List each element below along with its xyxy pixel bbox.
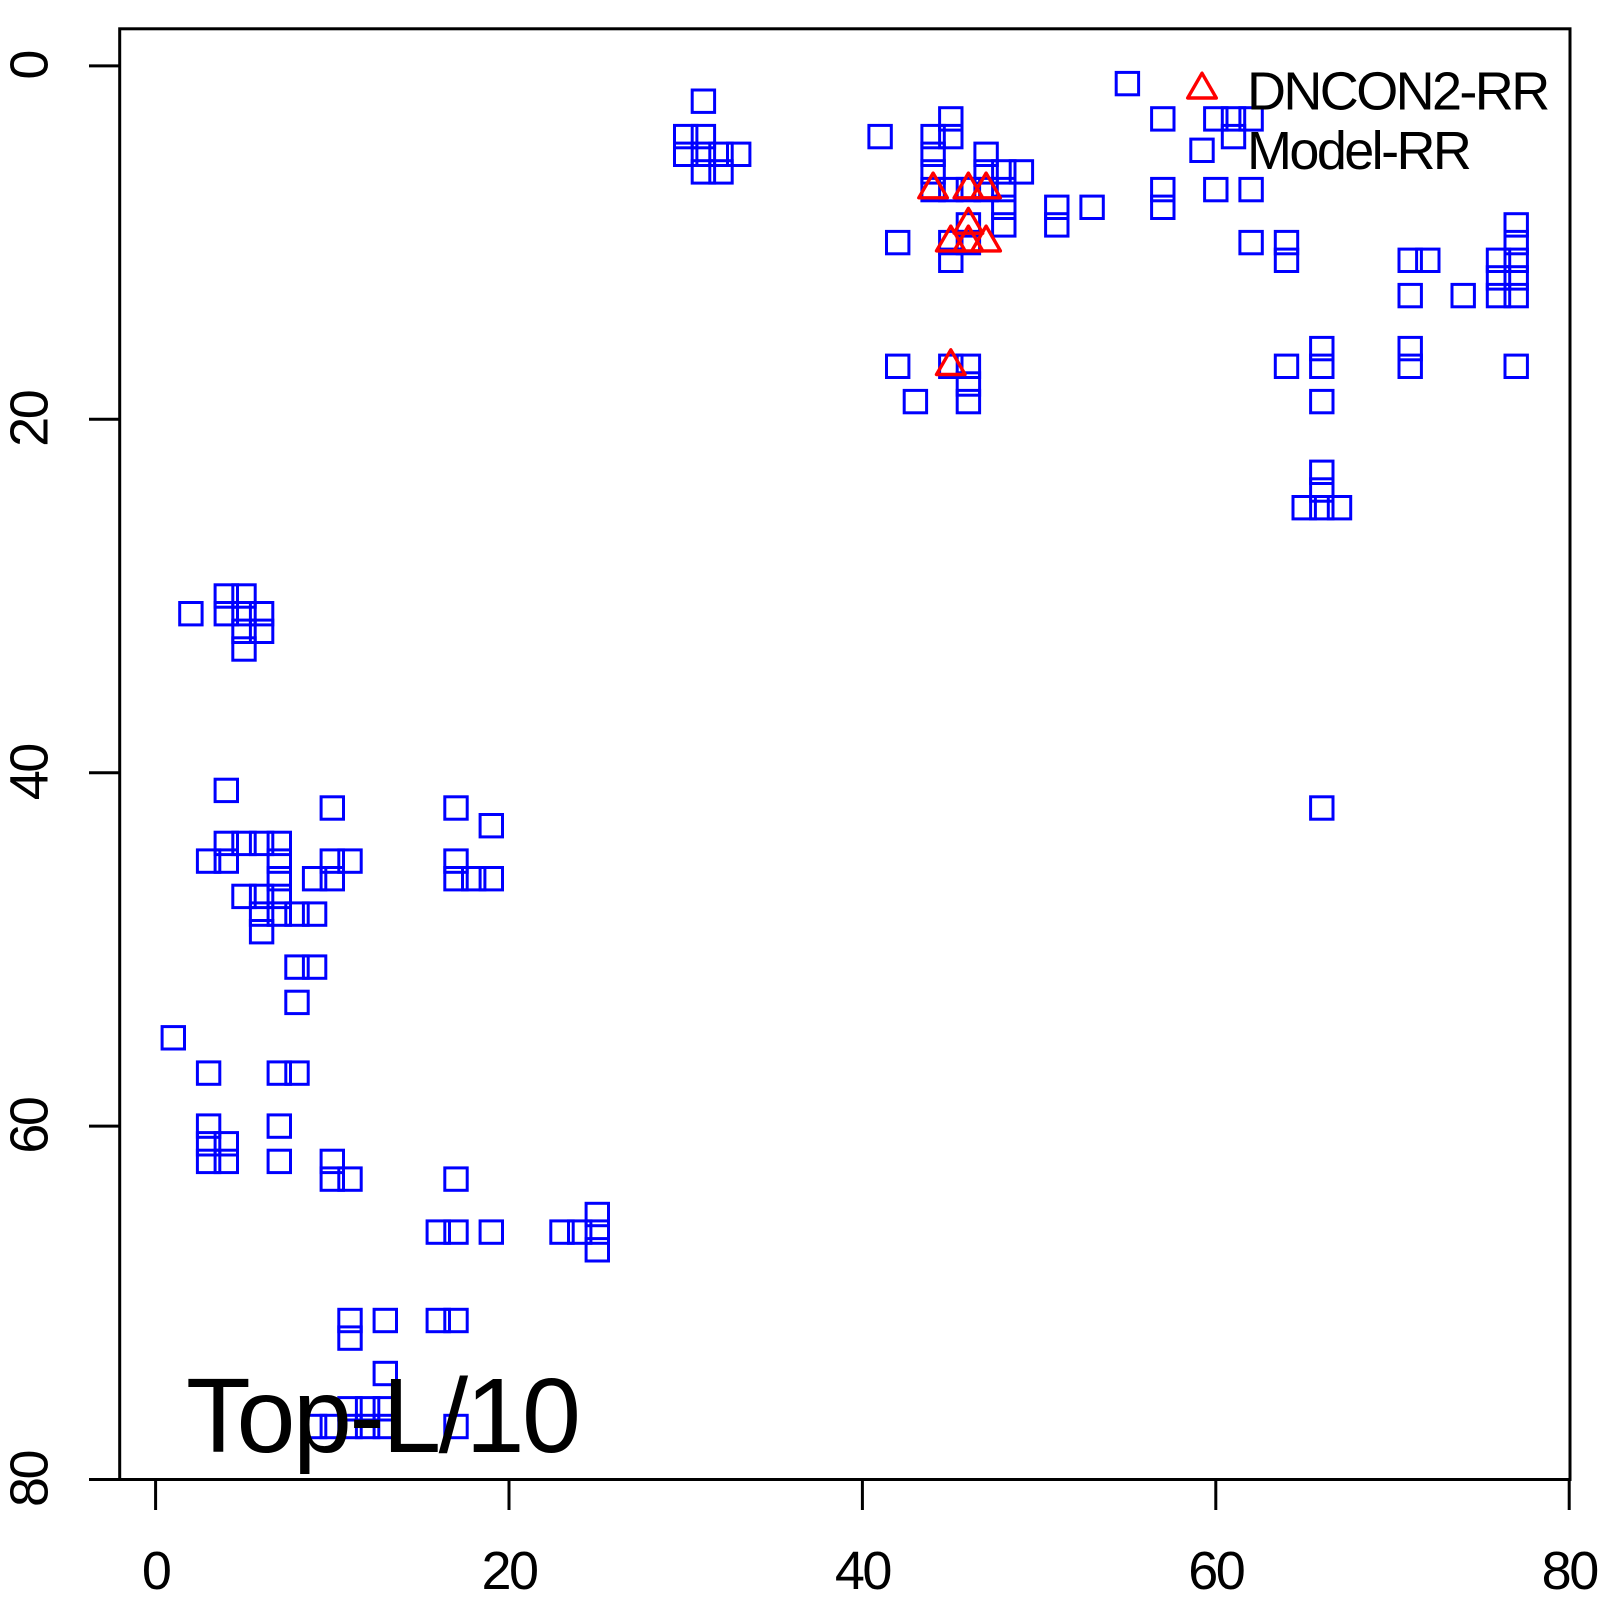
svg-text:40: 40: [835, 1541, 891, 1600]
svg-text:20: 20: [481, 1541, 537, 1600]
svg-text:0: 0: [0, 52, 60, 80]
svg-text:60: 60: [1188, 1541, 1244, 1600]
svg-text:80: 80: [0, 1452, 60, 1508]
svg-text:80: 80: [1542, 1541, 1598, 1600]
svg-text:Model-RR: Model-RR: [1247, 121, 1470, 181]
svg-text:DNCON2-RR: DNCON2-RR: [1247, 61, 1548, 121]
svg-text:0: 0: [142, 1541, 170, 1600]
svg-text:60: 60: [0, 1098, 60, 1154]
svg-text:Top-L/10: Top-L/10: [186, 1357, 579, 1475]
svg-text:40: 40: [0, 745, 60, 801]
svg-text:20: 20: [0, 391, 60, 447]
